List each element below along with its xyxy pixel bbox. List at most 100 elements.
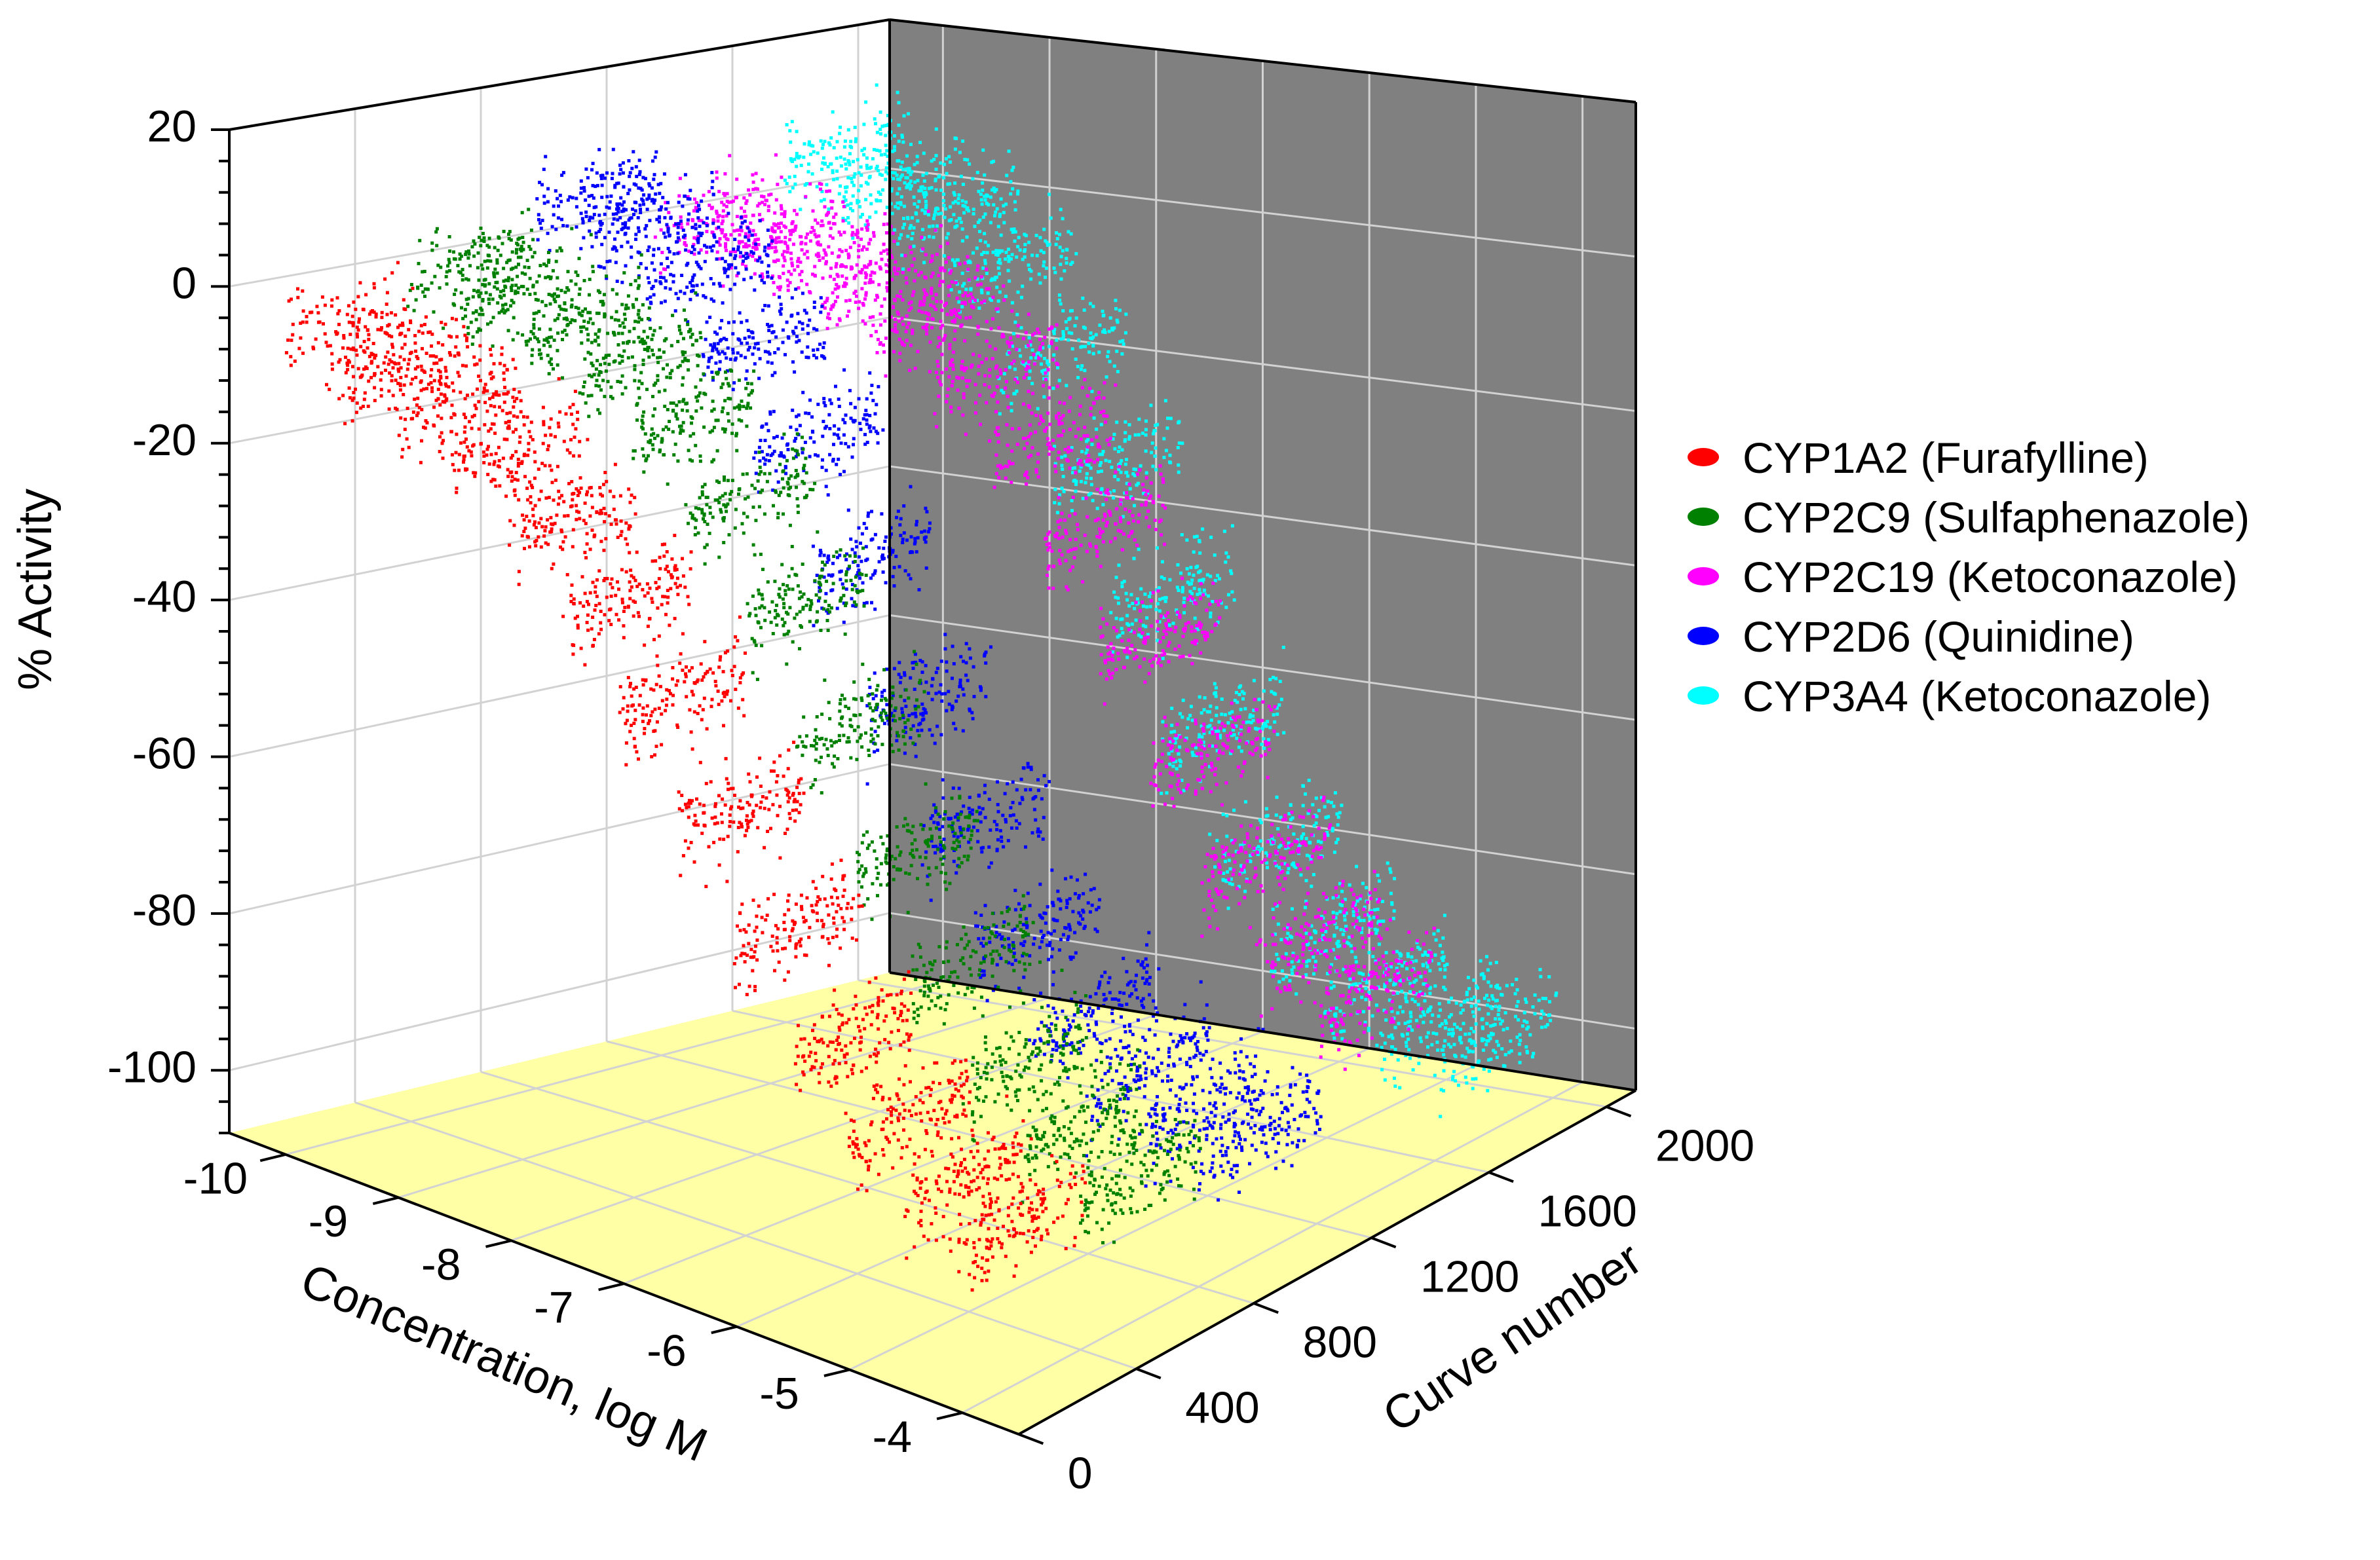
data-point [1225,834,1229,838]
data-point [821,223,825,227]
data-point [1011,462,1015,466]
data-point [1334,916,1338,919]
data-point [790,296,794,300]
data-point [1303,906,1307,910]
data-point [876,295,880,299]
data-point [861,581,865,585]
data-point [1175,608,1179,612]
data-point [1379,937,1383,940]
data-point [1270,1007,1274,1011]
data-point [1312,873,1315,876]
data-point [626,226,630,230]
data-point [1046,361,1049,365]
data-point [757,490,761,494]
data-point [1093,519,1097,523]
data-point [1053,487,1057,491]
data-point [1299,1000,1303,1004]
data-point [813,265,817,269]
data-point [1319,845,1323,849]
data-point [1432,926,1436,930]
data-point [1124,312,1128,316]
data-point [1130,644,1134,648]
data-point [1365,981,1369,985]
data-point [1453,1053,1457,1057]
data-point [1063,447,1067,451]
data-point [953,147,957,151]
data-point [1328,965,1332,969]
data-point [1194,792,1198,796]
data-point [1099,422,1103,426]
data-point [893,145,896,149]
data-point [1347,995,1351,999]
data-point [1029,343,1032,347]
data-point [919,712,923,716]
data-point [850,583,854,587]
data-point [874,261,878,265]
data-point [1357,988,1361,992]
data-point [739,215,743,219]
data-point [1168,578,1172,582]
data-point [915,160,919,164]
data-point [725,369,729,373]
data-point [717,367,721,371]
data-point [826,493,830,497]
data-point [916,273,920,277]
data-point [1055,338,1059,342]
data-point [1242,692,1246,696]
data-point [838,132,842,136]
data-point [844,413,848,417]
data-point [579,191,583,195]
data-point [1275,795,1279,799]
data-point [1010,253,1014,257]
data-point [928,527,932,530]
data-point [679,219,683,223]
data-point [1207,594,1210,598]
data-point [1121,631,1125,635]
data-point [758,219,762,223]
data-point [584,215,588,219]
data-point [842,470,846,474]
data-point [1164,622,1168,626]
data-point [1486,1012,1490,1016]
data-point [1101,617,1105,621]
data-point [1266,840,1270,844]
data-point [747,244,751,248]
data-point [1389,962,1393,965]
data-point [779,230,783,234]
data-point [819,139,823,143]
data-point [1210,899,1213,902]
data-point [623,232,627,236]
data-point [1232,733,1236,737]
data-point [1056,456,1060,460]
data-point [897,101,901,105]
data-point [1029,340,1032,344]
data-point [1418,971,1422,975]
data-point [1456,1083,1460,1087]
data-point [1499,1022,1503,1026]
data-point [1099,491,1103,494]
data-point [1113,447,1117,451]
data-point [877,560,881,564]
data-point [1226,555,1230,559]
data-point [1275,986,1279,990]
data-point [1323,953,1327,957]
data-point [1011,166,1015,169]
data-point [584,198,588,202]
data-point [865,225,869,229]
data-point [710,370,714,374]
data-point [1053,445,1057,449]
data-point [905,154,909,158]
data-point [975,277,979,281]
data-point [785,244,789,248]
data-point [953,181,957,185]
data-point [1144,433,1148,437]
data-point [1339,1030,1343,1033]
data-point [677,194,681,198]
data-point [1340,1020,1344,1024]
z-grid-left [229,614,890,758]
data-point [827,413,831,417]
data-point [1357,916,1361,919]
data-point [1436,929,1440,933]
data-point [925,332,928,336]
data-point [1178,745,1182,749]
